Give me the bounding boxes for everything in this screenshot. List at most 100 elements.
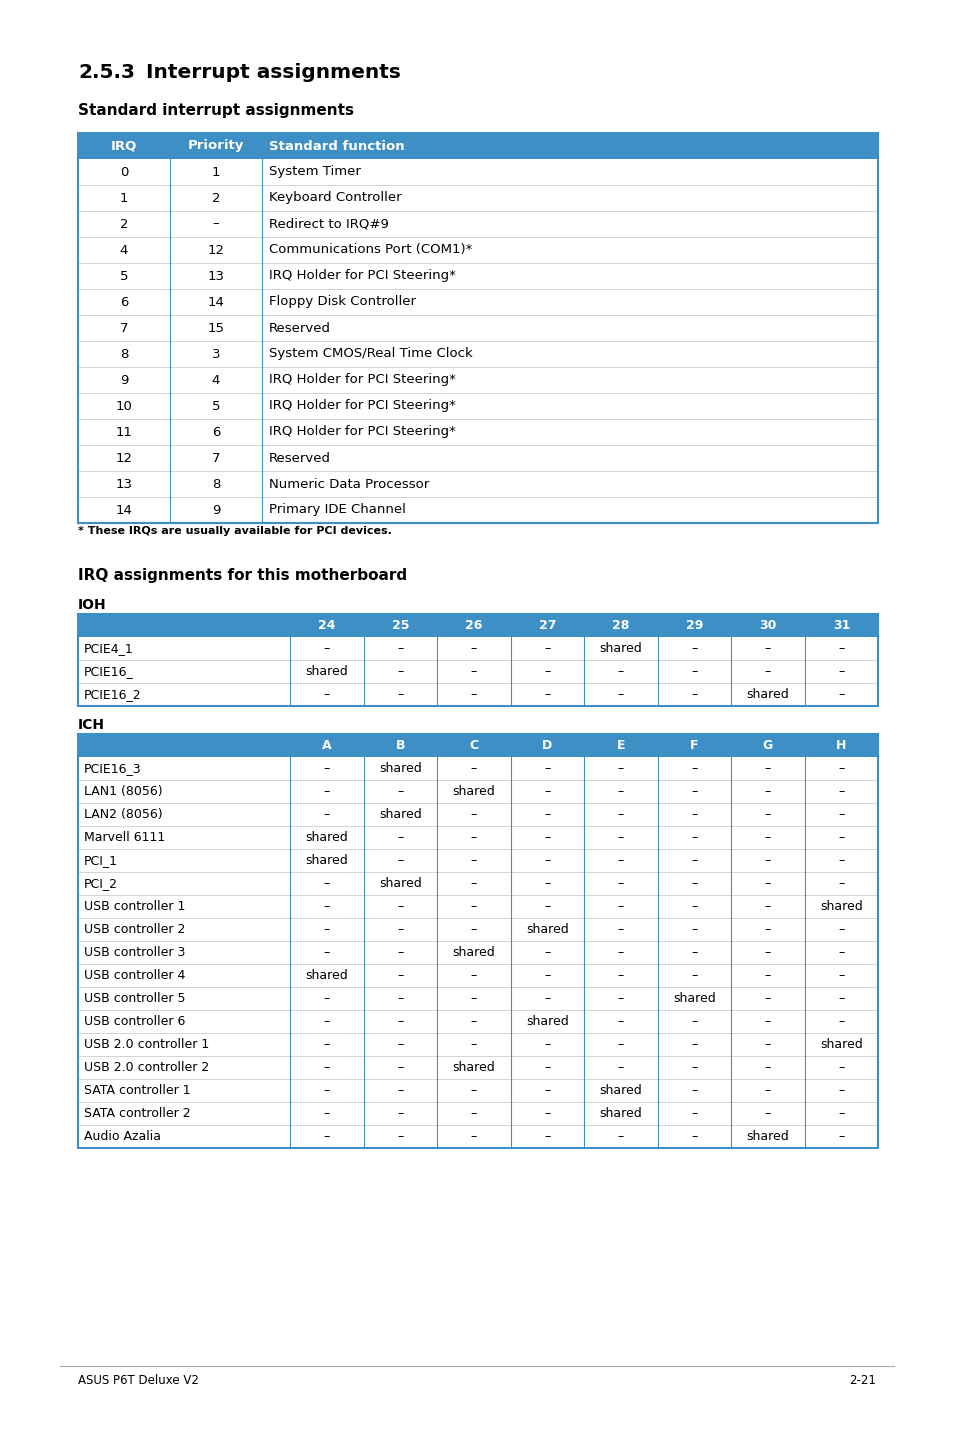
Text: 3: 3 — [212, 348, 220, 361]
Text: –: – — [396, 854, 403, 867]
Text: –: – — [470, 1130, 476, 1143]
Text: –: – — [838, 854, 843, 867]
Bar — [78, 393, 877, 418]
Text: –: – — [617, 877, 623, 890]
Text: Redirect to IRQ#9: Redirect to IRQ#9 — [269, 217, 389, 230]
Bar — [78, 683, 877, 706]
Bar — [78, 637, 877, 660]
Text: –: – — [323, 992, 330, 1005]
Text: 6: 6 — [212, 426, 220, 439]
Text: SATA controller 2: SATA controller 2 — [84, 1107, 191, 1120]
Text: –: – — [838, 762, 843, 775]
Text: 31: 31 — [832, 618, 849, 631]
Bar — [78, 614, 877, 706]
Text: –: – — [323, 1015, 330, 1028]
Text: Standard interrupt assignments: Standard interrupt assignments — [78, 104, 354, 118]
Text: –: – — [838, 992, 843, 1005]
Text: –: – — [617, 664, 623, 677]
Bar — [78, 1078, 877, 1102]
Text: B: B — [395, 739, 405, 752]
Text: 10: 10 — [115, 400, 132, 413]
Text: –: – — [543, 900, 550, 913]
Text: –: – — [323, 1107, 330, 1120]
Text: –: – — [396, 1107, 403, 1120]
Text: –: – — [838, 1107, 843, 1120]
Text: –: – — [470, 641, 476, 654]
Text: D: D — [541, 739, 552, 752]
Text: shared: shared — [598, 641, 641, 654]
Text: PCIE16_3: PCIE16_3 — [84, 762, 141, 775]
Text: C: C — [469, 739, 477, 752]
Bar — [78, 367, 877, 393]
Bar — [78, 756, 877, 779]
Text: –: – — [543, 1084, 550, 1097]
Text: –: – — [470, 1084, 476, 1097]
Text: –: – — [323, 923, 330, 936]
Text: –: – — [691, 969, 697, 982]
Text: –: – — [838, 1084, 843, 1097]
Text: A: A — [321, 739, 332, 752]
Text: –: – — [543, 854, 550, 867]
Text: USB controller 4: USB controller 4 — [84, 969, 185, 982]
Text: –: – — [396, 992, 403, 1005]
Text: –: – — [543, 1038, 550, 1051]
Text: 30: 30 — [759, 618, 776, 631]
Text: Reserved: Reserved — [269, 322, 331, 335]
Bar — [78, 472, 877, 498]
Bar — [78, 1009, 877, 1032]
Text: LAN1 (8056): LAN1 (8056) — [84, 785, 162, 798]
Text: 7: 7 — [212, 452, 220, 464]
Text: 13: 13 — [115, 477, 132, 490]
Text: –: – — [470, 854, 476, 867]
Text: 25: 25 — [391, 618, 409, 631]
Text: 14: 14 — [208, 295, 224, 309]
Bar — [78, 160, 877, 186]
Text: –: – — [396, 687, 403, 700]
Text: shared: shared — [820, 900, 862, 913]
Text: shared: shared — [820, 1038, 862, 1051]
Text: 28: 28 — [612, 618, 629, 631]
Text: –: – — [323, 762, 330, 775]
Text: * These IRQs are usually available for PCI devices.: * These IRQs are usually available for P… — [78, 526, 392, 536]
Bar — [78, 315, 877, 341]
Text: –: – — [543, 992, 550, 1005]
Text: –: – — [396, 1084, 403, 1097]
Text: 26: 26 — [465, 618, 482, 631]
Text: 29: 29 — [685, 618, 702, 631]
Text: –: – — [396, 1061, 403, 1074]
Text: –: – — [323, 808, 330, 821]
Text: shared: shared — [745, 1130, 788, 1143]
Text: Communications Port (COM1)*: Communications Port (COM1)* — [269, 243, 472, 256]
Text: IRQ Holder for PCI Steering*: IRQ Holder for PCI Steering* — [269, 374, 456, 387]
Text: –: – — [617, 785, 623, 798]
Text: USB controller 3: USB controller 3 — [84, 946, 185, 959]
Text: 8: 8 — [120, 348, 128, 361]
Text: 2-21: 2-21 — [848, 1373, 875, 1386]
Text: Marvell 6111: Marvell 6111 — [84, 831, 165, 844]
Bar — [78, 498, 877, 523]
Text: IRQ Holder for PCI Steering*: IRQ Holder for PCI Steering* — [269, 426, 456, 439]
Text: –: – — [323, 785, 330, 798]
Text: 13: 13 — [208, 269, 224, 282]
Text: Numeric Data Processor: Numeric Data Processor — [269, 477, 429, 490]
Text: –: – — [323, 1038, 330, 1051]
Text: –: – — [691, 785, 697, 798]
Text: –: – — [323, 1084, 330, 1097]
Text: –: – — [617, 831, 623, 844]
Text: –: – — [691, 762, 697, 775]
Text: –: – — [764, 831, 770, 844]
Text: shared: shared — [378, 808, 421, 821]
Text: –: – — [838, 1015, 843, 1028]
Text: PCI_1: PCI_1 — [84, 854, 118, 867]
Text: Priority: Priority — [188, 139, 244, 152]
Text: shared: shared — [525, 923, 568, 936]
Text: –: – — [323, 877, 330, 890]
Text: –: – — [470, 687, 476, 700]
Text: shared: shared — [745, 687, 788, 700]
Text: Keyboard Controller: Keyboard Controller — [269, 191, 401, 204]
Text: System Timer: System Timer — [269, 165, 360, 178]
Bar — [78, 963, 877, 986]
Text: –: – — [691, 946, 697, 959]
Text: System CMOS/Real Time Clock: System CMOS/Real Time Clock — [269, 348, 473, 361]
Text: 1: 1 — [212, 165, 220, 178]
